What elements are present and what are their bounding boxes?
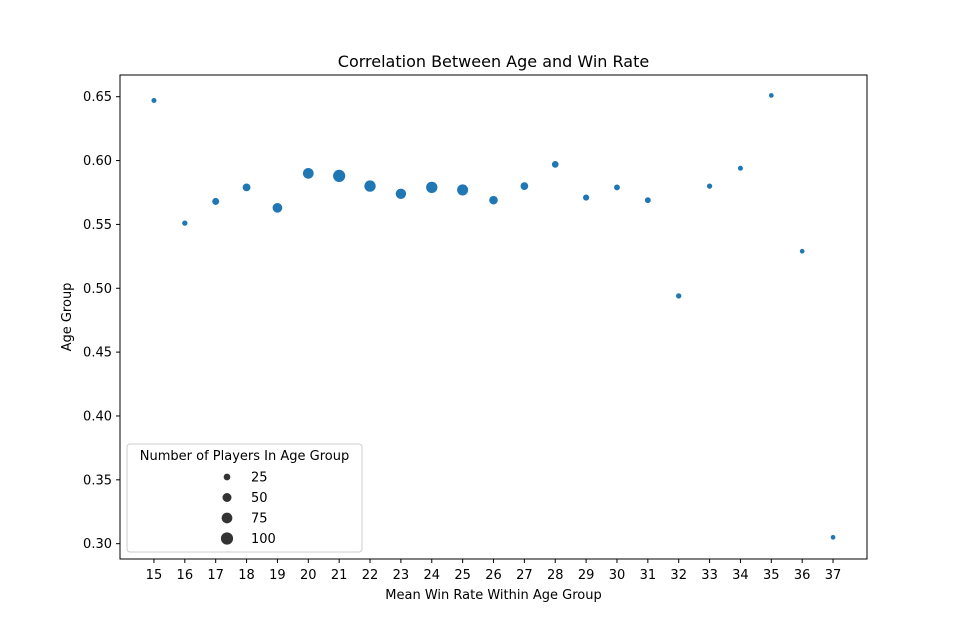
x-tick-label: 24 xyxy=(423,568,440,583)
data-point xyxy=(333,169,346,182)
data-point xyxy=(457,184,469,196)
data-point xyxy=(395,188,407,199)
legend-label: 75 xyxy=(251,512,268,527)
data-point xyxy=(737,165,743,171)
x-tick-label: 20 xyxy=(300,568,317,583)
y-tick-label: 0.45 xyxy=(83,346,112,361)
data-point xyxy=(151,98,157,104)
legend-marker xyxy=(220,532,234,545)
data-point xyxy=(551,161,559,168)
y-tick-label: 0.35 xyxy=(83,473,112,488)
legend-label: 100 xyxy=(251,532,276,547)
data-point xyxy=(768,93,774,98)
x-tick-label: 33 xyxy=(701,568,718,583)
y-axis-label: Age Group xyxy=(60,283,75,352)
x-axis-ticks: 15 16 17 18 19 20 21 22 23 24 25 26 27 28 29 30 31 32 33 34… xyxy=(146,559,842,583)
data-points xyxy=(151,93,836,540)
x-tick-label: 37 xyxy=(825,568,842,583)
legend-entries: 25 50 75 100 xyxy=(220,471,276,547)
x-tick-label: 16 xyxy=(177,568,194,583)
data-point xyxy=(706,183,713,189)
data-point xyxy=(644,197,651,204)
x-tick-label: 34 xyxy=(732,568,749,583)
legend-marker xyxy=(222,493,232,502)
data-point xyxy=(182,220,188,226)
data-point xyxy=(830,534,836,540)
data-point xyxy=(426,181,438,194)
x-tick-label: 22 xyxy=(362,568,379,583)
legend-marker xyxy=(221,512,233,524)
x-tick-label: 19 xyxy=(269,568,286,583)
size-legend: Number of Players In Age Group 25 50 75 100 xyxy=(126,443,363,553)
plot-area-frame xyxy=(119,74,868,560)
x-tick-label: 35 xyxy=(763,568,780,583)
legend-label: 50 xyxy=(251,491,268,506)
y-tick-label: 0.50 xyxy=(83,282,112,297)
x-tick-label: 31 xyxy=(640,568,657,583)
legend-label: 25 xyxy=(251,471,268,486)
x-tick-label: 32 xyxy=(670,568,687,583)
x-tick-label: 29 xyxy=(578,568,595,583)
chart-title: Correlation Between Age and Win Rate xyxy=(338,52,649,71)
x-tick-label: 18 xyxy=(238,568,255,583)
x-axis-label: Mean Win Rate Within Age Group xyxy=(385,588,601,603)
legend-box xyxy=(126,443,363,553)
x-tick-label: 36 xyxy=(794,568,811,583)
data-point xyxy=(302,167,314,179)
data-point xyxy=(520,182,529,190)
data-point xyxy=(212,197,220,205)
x-tick-label: 21 xyxy=(331,568,348,583)
data-point xyxy=(272,202,283,213)
x-tick-label: 28 xyxy=(547,568,564,583)
y-axis-ticks: 0.30 0.35 0.40 0.45 0.50 0.55 0.60 0.65 xyxy=(83,90,120,552)
x-tick-label: 27 xyxy=(516,568,533,583)
data-point xyxy=(364,180,376,192)
legend-marker xyxy=(223,473,231,481)
x-tick-label: 15 xyxy=(146,568,163,583)
data-point xyxy=(799,248,805,254)
x-tick-label: 17 xyxy=(207,568,224,583)
data-point xyxy=(489,195,498,205)
data-point xyxy=(583,194,590,201)
y-tick-label: 0.30 xyxy=(83,537,112,552)
data-point xyxy=(242,183,251,192)
y-tick-label: 0.40 xyxy=(83,409,112,424)
y-tick-label: 0.55 xyxy=(83,218,112,233)
data-point xyxy=(676,293,682,299)
legend-title: Number of Players In Age Group xyxy=(140,449,349,464)
y-tick-label: 0.65 xyxy=(83,90,112,105)
x-tick-label: 23 xyxy=(393,568,410,583)
x-tick-label: 30 xyxy=(609,568,626,583)
x-tick-label: 25 xyxy=(454,568,471,583)
x-tick-label: 26 xyxy=(485,568,502,583)
data-point xyxy=(614,184,620,191)
y-tick-label: 0.60 xyxy=(83,154,112,169)
